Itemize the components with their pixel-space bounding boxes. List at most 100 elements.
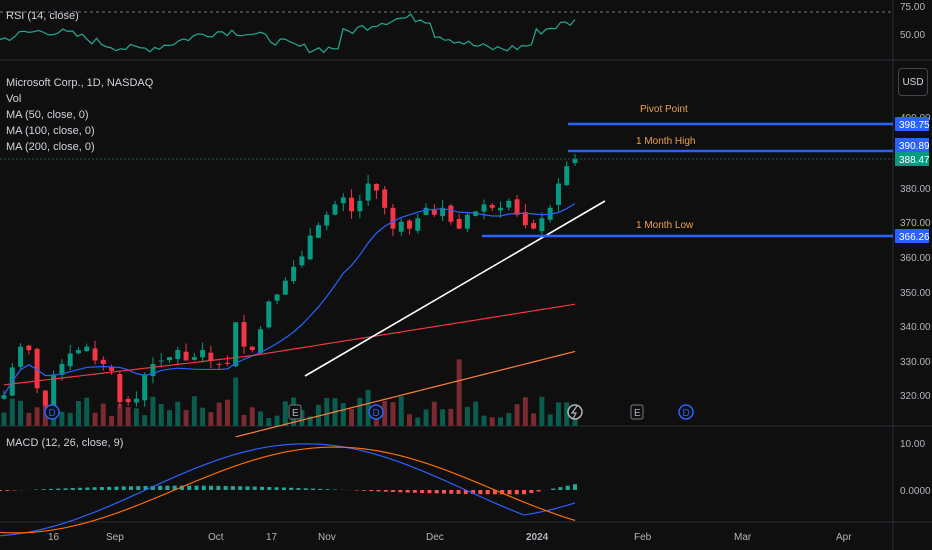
xaxis-tick-mar: Mar — [734, 532, 752, 543]
volume-bar — [564, 402, 570, 426]
macd-hist-bar — [114, 486, 119, 490]
macd-line — [0, 443, 576, 537]
macd-hist-bar — [551, 488, 556, 490]
xaxis-tick-oct: Oct — [208, 532, 224, 543]
xaxis-tick-feb: Feb — [634, 532, 652, 543]
candle — [464, 214, 470, 229]
candle — [299, 256, 305, 266]
candle — [340, 197, 346, 204]
volume-bar — [51, 413, 57, 426]
price-tick-330: 330.00 — [900, 357, 931, 368]
volume-bar — [75, 400, 81, 426]
price-tick-340: 340.00 — [900, 322, 931, 333]
macd-hist-bar — [507, 490, 512, 495]
macd-hist-bar — [267, 487, 272, 490]
candle — [175, 350, 181, 360]
month-low-value: 366.26 — [899, 232, 930, 243]
volume-bar — [398, 396, 404, 426]
macd-hist-bar — [383, 490, 388, 492]
volume-bar — [498, 417, 504, 426]
macd-hist-bar — [158, 485, 163, 490]
macd-hist-bar — [412, 490, 417, 493]
trendline[interactable] — [304, 200, 606, 377]
price-tick-360: 360.00 — [900, 253, 931, 264]
macd-hist-bar — [529, 490, 534, 493]
candle — [249, 346, 255, 351]
candle — [100, 359, 106, 364]
candle — [42, 390, 48, 406]
macd-signal-line — [0, 446, 576, 534]
candle — [258, 329, 264, 354]
macd-hist-bar — [478, 490, 483, 495]
svg-text:D: D — [373, 408, 380, 419]
macd-hist-bar — [376, 490, 381, 492]
ma100-line — [3, 303, 576, 386]
volume-bar — [100, 403, 106, 426]
volume-bar — [200, 407, 206, 426]
candle — [555, 183, 561, 205]
volume-bar — [1, 412, 7, 426]
macd-hist-bar — [427, 490, 432, 494]
event-marker-earnings-2[interactable]: E — [630, 404, 644, 420]
event-marker-dividend-3[interactable]: D — [678, 404, 694, 420]
volume-bar — [84, 397, 90, 426]
event-marker-split[interactable] — [567, 404, 583, 420]
volume-bar — [183, 410, 189, 426]
currency-button[interactable]: USD — [898, 68, 928, 96]
month-high-label: 1 Month High — [636, 136, 695, 147]
candle — [489, 205, 495, 208]
candle — [224, 362, 230, 364]
volume-bar — [9, 398, 15, 426]
volume-bar — [34, 407, 40, 426]
macd-hist-bar — [522, 490, 527, 495]
macd-hist-bar — [485, 490, 490, 495]
event-marker-earnings-1[interactable]: E — [288, 404, 302, 420]
candle — [274, 294, 280, 301]
macd-hist-bar — [500, 490, 505, 495]
volume-bar — [175, 401, 181, 426]
candle — [522, 212, 528, 226]
macd-hist-bar — [289, 487, 294, 490]
event-marker-dividend-2[interactable]: D — [368, 404, 384, 420]
macd-hist-bar — [63, 488, 68, 490]
volume-bar — [233, 377, 239, 426]
rsi-tick-50: 50.00 — [900, 30, 925, 41]
volume-bar — [299, 410, 305, 426]
macd-hist-bar — [150, 485, 155, 490]
legend-ma100: MA (100, close, 0) — [6, 125, 95, 137]
volume-bar — [150, 396, 156, 426]
macd-hist-bar — [92, 487, 97, 490]
pivot-point-price-tag — [895, 117, 929, 131]
macd-hist-bar — [252, 486, 257, 490]
ma200-line — [235, 350, 576, 438]
candle — [125, 398, 131, 403]
macd-hist-bar — [223, 485, 228, 490]
macd-hist-bar — [121, 486, 126, 490]
macd-hist-bar — [85, 487, 90, 490]
price-tick-320: 320.00 — [900, 391, 931, 402]
xaxis-tick-apr: Apr — [836, 532, 852, 543]
volume-bar — [249, 407, 255, 426]
volume-bar — [191, 396, 197, 426]
volume-bar — [307, 416, 313, 426]
macd-hist-bar — [107, 486, 112, 490]
macd-label: MACD (12, 26, close, 9) — [6, 437, 123, 449]
volume-bar — [282, 401, 288, 426]
legend-ma50: MA (50, close, 0) — [6, 109, 89, 121]
event-marker-dividend-1[interactable]: D — [44, 404, 60, 420]
candle — [373, 183, 379, 191]
volume-bar — [208, 412, 214, 426]
xaxis-tick-nov: Nov — [318, 532, 336, 543]
candle — [564, 166, 570, 186]
macd-hist-bar — [230, 486, 235, 490]
candle — [241, 322, 247, 347]
volume-bar — [258, 411, 264, 426]
macd-tick-0: 0.0000 — [900, 486, 931, 497]
macd-hist-bar — [558, 487, 563, 490]
macd-hist-bar — [463, 490, 468, 495]
volume-bar — [423, 409, 429, 426]
volume-bar — [473, 401, 479, 426]
candle — [332, 204, 338, 215]
candle — [158, 360, 164, 362]
